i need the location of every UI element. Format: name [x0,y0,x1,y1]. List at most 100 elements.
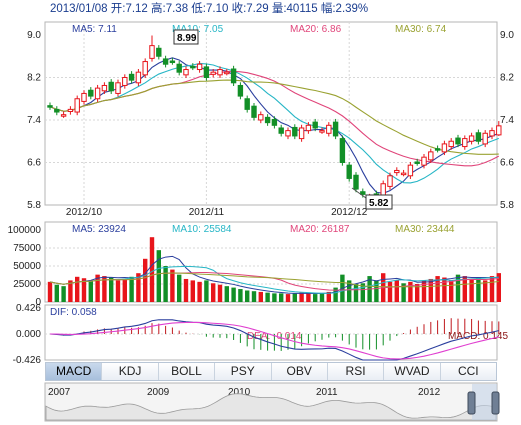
volume-ma-legend: MA5: 23924 MA10: 25584 MA20: 26187 MA30: 23… [72,224,455,235]
volume-bar [54,284,59,302]
volume-y-tick: 50000 [13,261,41,272]
volume-bar [435,276,440,302]
candle-body [496,125,502,136]
tab-kdj[interactable]: KDJ [102,363,159,380]
volume-bar [224,286,229,302]
candle-body [298,127,305,140]
candle-body [122,77,128,86]
overview-history-line [45,393,497,421]
volume-bar [238,289,243,302]
candle-body [88,89,94,97]
volume-bar [143,258,148,302]
price-y-tick: 5.8 [27,200,41,211]
volume-bar [421,280,427,302]
candle-body [183,69,189,76]
high-callout: 8.99 [173,29,199,45]
candle-body [169,60,176,64]
candle-body [312,121,318,129]
tab-psy[interactable]: PSY [215,363,272,380]
volume-bar [245,290,250,302]
volume-ma-line [49,255,499,295]
candle-body [332,121,339,137]
volume-bar [88,280,93,302]
volume-bar [326,291,331,302]
volume-bar [428,278,433,302]
candle-body [115,82,121,94]
volume-bar [156,250,161,302]
volume-bar [149,237,155,302]
volume-bar [136,273,141,302]
volume-y-tick: 0 [35,297,41,308]
macd-y-tick: 0.426 [16,303,41,314]
candle-body [407,164,414,177]
candle-body [400,172,407,176]
quote-header: 2013/01/08 开:7.12 高:7.38 低:7.10 收:7.29 量… [50,1,368,15]
candle-body [292,126,298,137]
volume-bar [387,281,393,302]
tab-obv[interactable]: OBV [271,363,328,380]
candle-body [203,66,210,78]
candle-body [149,45,155,59]
price-y-tick-right: 6.6 [500,158,514,169]
candle-body [81,92,87,102]
volume-bar [279,293,284,302]
volume-bar [95,274,100,302]
candle-body [455,137,461,145]
tab-cci[interactable]: CCI [440,363,496,380]
tab-wvad[interactable]: WVAD [384,363,441,380]
candle-body [434,148,441,151]
macd-dif-label: DIF: 0.058 [50,307,97,318]
tab-boll[interactable]: BOLL [158,363,216,380]
volume-bar [299,292,304,302]
macd-panel [44,304,498,361]
volume-bar [347,280,352,302]
volume-bar [394,280,399,302]
volume-bar [292,293,297,302]
volume-bar [197,281,202,302]
volume-bar [102,276,107,302]
overview-left-handle[interactable] [467,391,476,415]
tab-macd[interactable]: MACD [46,363,103,380]
volume-ma-lines [49,255,499,295]
candle-body [468,135,475,142]
macd-dif-line [49,319,499,361]
volume-bar [81,278,87,302]
tab-rsi[interactable]: RSI [327,363,385,380]
volume-bar [190,280,195,302]
overview-year-labels: 2007 2009 2010 2011 2012 [48,387,441,398]
price-x-tick: 2012/11 [189,207,225,218]
volume-bar [476,277,481,302]
candle-body [101,84,108,92]
volume-bar [183,278,189,302]
candle-body [190,65,196,69]
candle-body [244,98,250,110]
candle-body [251,105,257,118]
price-ma-line [49,79,499,155]
price-y-tick-right: 7.4 [500,115,514,126]
macd-value-label: MACD: 0.145 [448,331,508,342]
volume-bar [115,280,121,302]
candle-body [475,132,482,142]
volume-bar [211,283,216,302]
volume-bar [122,278,127,302]
candle-body [94,87,101,100]
indicator-tabs: MACD KDJ BOLL PSY OBV RSI WVAD CCI [45,362,497,381]
candle-body [414,161,420,164]
volume-bar [47,281,53,302]
overview-right-handle[interactable] [491,391,500,415]
overview-year: 2007 [48,387,71,398]
volume-bar [408,281,413,302]
high-callout-label: 8.99 [177,33,197,44]
price-y-tick-right: 9.0 [500,30,514,41]
volume-y-tick: 25000 [13,279,41,290]
low-callout-label: 5.82 [369,198,389,209]
volume-bar [333,287,338,302]
volume-bar [231,287,236,302]
candle-body [47,105,53,108]
volume-bar [449,280,454,302]
price-x-axis: 2012/10 2012/11 2012/12 [66,207,368,218]
price-y-axis-right: 9.0 8.2 7.4 6.6 5.8 [500,30,514,211]
candle-body [108,81,114,92]
volume-bar [374,280,379,302]
